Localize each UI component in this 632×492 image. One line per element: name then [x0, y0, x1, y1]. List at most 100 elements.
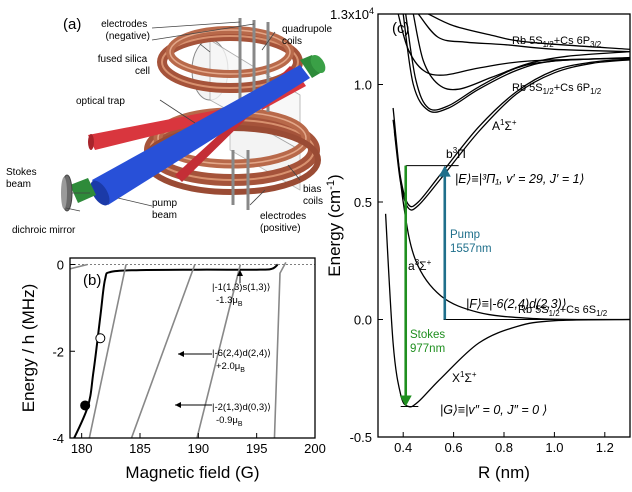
potential-curve-upper2 — [417, 14, 630, 53]
potential-curve-a — [392, 107, 630, 321]
label-electrodes-positive-l1: electrodes — [260, 211, 306, 222]
asymptote-label-a-0: Rb 5S — [512, 35, 543, 47]
annotation-arrowhead-2 — [175, 402, 181, 408]
label-optical-trap: optical trap — [76, 96, 125, 107]
y-tick-top-label: 1.3x104 — [330, 6, 374, 22]
label-fused-silica-cell-l2: cell — [135, 66, 150, 77]
panel-b-chart: 180 185 190 195 200 0 -2 -4 Magnetic field (G) En… — [19, 257, 326, 482]
x-tick-label-2: 0.8 — [495, 440, 513, 455]
ket-G: |G⟩≡|v″ = 0, J″ = 0 ⟩ — [440, 403, 547, 417]
panel-b-frame — [69, 257, 316, 439]
ket-E: |E⟩≡|³Π₁, v′ = 29, J′ = 1⟩ — [455, 172, 584, 186]
x-tick-label-1: 0.6 — [445, 440, 463, 455]
label-electrodes-positive: electrodes (positive) — [260, 211, 309, 234]
marker-1 — [80, 400, 91, 411]
quadrupole-coils-upper — [157, 26, 303, 93]
panel-a-label: (a) — [63, 16, 81, 33]
apparatus-illustration — [61, 18, 326, 212]
label-quadrupole-coils-l2: coils — [282, 36, 302, 47]
label-quadrupole-coils: quadrupole coils — [282, 24, 335, 47]
label-electrodes-negative: electrodes (negative) — [101, 19, 150, 42]
magnetic-moment-1: +2.0μB — [216, 361, 245, 374]
state-label-letter-X1sigma: X — [452, 371, 460, 385]
x-tick-label-0: 180 — [71, 441, 93, 456]
series-line-2 — [130, 264, 196, 438]
label-stokes-beam-l2: beam — [6, 179, 31, 190]
label-bias-coils-l1: bias — [303, 184, 321, 195]
potential-curve-X — [384, 213, 630, 408]
panel-b-series — [70, 261, 287, 438]
y-tick-label-2: 0.5 — [354, 195, 372, 210]
magnetic-moment-sub-0: B — [238, 301, 243, 308]
ket-F: |F⟩≡|-6(2,4)d(2,3)⟩ — [466, 297, 567, 311]
pump-name: Pump — [450, 229, 480, 241]
state-label-tail-b3pi: Π — [457, 147, 466, 161]
asymptote-label-sub1-1: 1/2 — [543, 87, 555, 96]
state-ket-1: |-6(2,4)d(2,4)⟩ — [212, 348, 271, 359]
label-pump-beam-l1: pump — [152, 198, 177, 209]
potential-curve-b2 — [393, 59, 630, 211]
marker-0 — [95, 333, 106, 344]
x-tick-label-3: 195 — [246, 441, 268, 456]
asymptote-label-sub1-0: 1/2 — [543, 40, 555, 49]
state-label-a3sigma: a3Σ+ — [408, 258, 432, 273]
stokes-name: Stokes — [410, 329, 445, 341]
state-label-tail-sup-a3sigma: + — [427, 258, 432, 267]
state-label-tail-a3sigma: Σ — [419, 259, 426, 273]
series-line-4 — [273, 261, 287, 438]
label-stokes-beam: Stokes beam — [6, 167, 39, 190]
potential-curve-upper3 — [428, 14, 630, 50]
potential-curve-A2 — [405, 14, 630, 111]
annotation-arrowhead-0 — [237, 270, 243, 276]
dichroic-mirror — [61, 174, 73, 212]
state-label-sup-A1sigma: 1 — [500, 118, 505, 127]
asymptote-label-2: Rb 5S1/2+Cs 6S1/2 — [518, 304, 608, 318]
magnetic-moment-sub-1: B — [240, 367, 245, 374]
asymptote-label-sub1-2: 1/2 — [549, 309, 561, 318]
panel-c-label: (c) — [392, 20, 410, 37]
label-electrodes-negative-l2: (negative) — [106, 31, 150, 42]
label-fused-silica-cell-l1: fused silica — [98, 54, 148, 65]
pump-beam — [90, 65, 310, 206]
magnetic-moment-0: -1.3μB — [216, 295, 243, 308]
state-label-letter-A1sigma: A — [492, 119, 500, 133]
state-label-X1sigma: X1Σ+ — [452, 370, 477, 385]
label-pump-beam: pump beam — [152, 198, 180, 221]
magnetic-moment-sub-2: B — [238, 421, 243, 428]
state-label-sup-X1sigma: 1 — [460, 370, 465, 379]
panel-c-chart: 0.4 0.6 0.8 1.0 1.2 -0.5 0.0 0.5 1.0 1.3x104 R (nm… — [325, 6, 631, 482]
state-label-tail-sup-A1sigma: + — [512, 118, 517, 127]
y-tick-label-0: -0.5 — [350, 430, 372, 445]
series-line-1 — [88, 264, 127, 438]
state-label-letter-b3pi: b — [446, 147, 453, 161]
y-tick-label-1: 0.0 — [354, 313, 372, 328]
asymptote-label-1: Rb 5S1/2+Cs 6P1/2 — [512, 82, 602, 96]
asymptote-label-mid-2: +Cs 6S — [560, 304, 596, 316]
label-dichroic-mirror: dichroic mirror — [12, 225, 76, 236]
panel-b-label: (b) — [83, 272, 101, 289]
asymptote-label-sub2-0: 3/2 — [590, 40, 602, 49]
y-axis-label-main: Energy (cm — [325, 190, 344, 277]
transition-arrowhead-1 — [399, 395, 412, 407]
x-tick-label-2: 190 — [187, 441, 209, 456]
state-label-sup-a3sigma: 3 — [415, 258, 420, 267]
y-tick-label-0: 0 — [57, 258, 64, 273]
x-axis-label: R (nm) — [478, 463, 530, 482]
x-axis-label: Magnetic field (G) — [125, 463, 259, 482]
state-ket-2: |-2(1,3)d(0,3)⟩ — [212, 402, 271, 413]
state-label-tail-A1sigma: Σ — [504, 119, 511, 133]
x-tick-label-3: 1.0 — [545, 440, 563, 455]
state-label-A1sigma: A1Σ+ — [492, 118, 517, 133]
asymptote-label-sub2-2: 1/2 — [596, 309, 608, 318]
y-axis-label: Energy (cm-1) — [325, 174, 344, 276]
y-multiplier: x10 — [348, 7, 369, 22]
x-tick-label-4: 1.2 — [596, 440, 614, 455]
magnetic-moment-value-1: +2.0μ — [216, 361, 240, 372]
label-bias-coils: bias coils — [303, 184, 324, 207]
state-label-tail-sup-X1sigma: + — [472, 370, 477, 379]
asymptote-label-mid-1: +Cs 6P — [554, 82, 590, 94]
asymptote-label-sub2-1: 1/2 — [590, 87, 602, 96]
label-fused-silica-cell: fused silica cell — [98, 54, 150, 77]
label-electrodes-negative-l1: electrodes — [101, 19, 147, 30]
